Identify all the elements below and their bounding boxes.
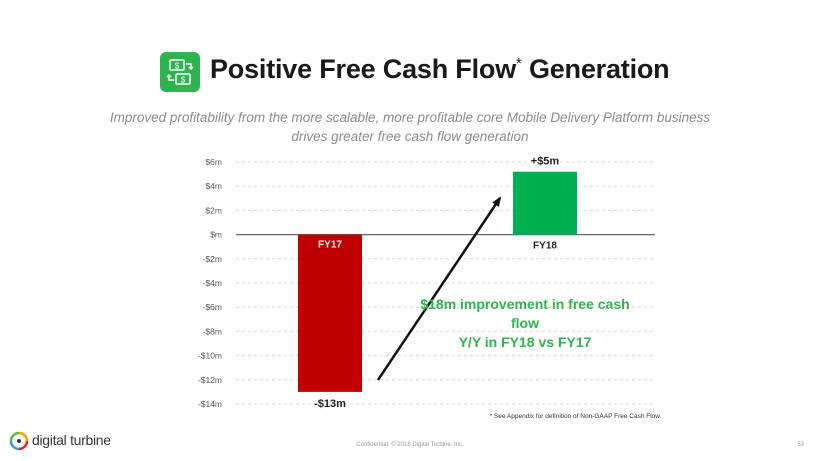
y-tick-label: -$6m [203, 302, 222, 312]
subtitle-line-1: Improved profitability from the more sca… [109, 110, 711, 125]
title-footnote-mark: * [516, 55, 522, 72]
value-label: -$13m [314, 398, 346, 410]
cash-exchange-icon: $ $ [160, 52, 200, 92]
y-axis-ticks: $6m $4m $2m $m -$2m -$4m -$6m -$8m -$10m -$12m -$1… [198, 157, 222, 409]
page-title: Positive Free Cash Flow* Generation [210, 54, 670, 85]
value-label: +$5m [531, 156, 560, 168]
annotation-line-2: Y/Y in FY18 vs FY17 [458, 334, 592, 350]
y-tick-label: $4m [205, 181, 222, 191]
y-tick-label: -$4m [203, 278, 222, 288]
bar-fy18 [513, 171, 577, 235]
improvement-arrow [376, 196, 502, 381]
title-row: $ $ Positive Free Cash Flow* Generation [0, 50, 820, 100]
page-number: 53 [797, 442, 804, 448]
y-tick-label: -$10m [198, 351, 222, 361]
logo-text: digital turbine [32, 432, 111, 448]
subtitle: Improved profitability from the more sca… [100, 108, 720, 146]
subtitle-line-2: drives greater free cash flow generation [291, 129, 529, 144]
title-end: Generation [521, 54, 670, 84]
gridlines [236, 161, 655, 405]
y-tick-label: -$8m [203, 326, 222, 336]
y-tick-label: $m [210, 230, 222, 240]
improvement-annotation: $18m improvement in free cash flow Y/Y i… [410, 295, 640, 352]
title-main: Positive Free Cash Flow [210, 54, 516, 84]
svg-text:$: $ [181, 76, 186, 85]
logo-mark-icon [9, 431, 29, 451]
svg-text:$: $ [175, 62, 180, 71]
category-label: FY18 [533, 241, 557, 252]
category-label: FY17 [318, 240, 342, 251]
y-tick-label: $6m [205, 157, 222, 167]
y-tick-label: -$12m [198, 375, 222, 385]
y-tick-label: -$2m [203, 254, 222, 264]
bar-fy17 [298, 234, 362, 392]
y-tick-label: $2m [205, 205, 222, 215]
y-tick-label: -$14m [198, 399, 222, 409]
confidential-notice: Confidential. © 2018 Digital Turbine, In… [356, 442, 464, 448]
annotation-line-1: $18m improvement in free cash flow [420, 296, 630, 331]
bars: FY17 -$13m FY18 +$5m [298, 156, 577, 410]
footnote: * See Appendix for definition of Non-GAA… [489, 413, 660, 420]
